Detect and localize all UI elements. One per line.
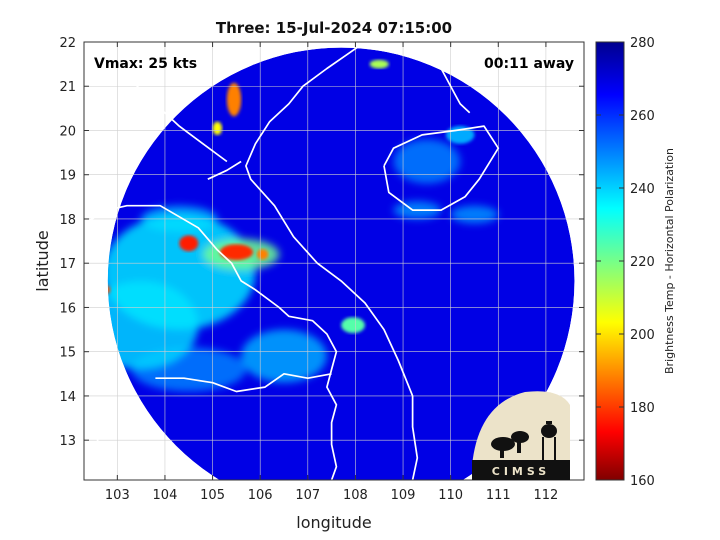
x-tick-label: 112 xyxy=(533,488,558,503)
colorbar-tick-label: 220 xyxy=(630,255,655,270)
y-tick-label: 13 xyxy=(59,434,76,449)
y-tick-label: 17 xyxy=(59,257,76,272)
colorbar-tick-label: 180 xyxy=(630,401,655,416)
x-tick-label: 105 xyxy=(200,488,225,503)
map-outline xyxy=(88,45,228,163)
convection-cell xyxy=(226,82,242,117)
convection-cell xyxy=(393,139,461,184)
y-axis-label: latitude xyxy=(33,230,52,291)
convection-cell xyxy=(212,121,223,135)
map-outline xyxy=(84,204,338,480)
x-tick-label: 106 xyxy=(248,488,273,503)
y-tick-label: 15 xyxy=(59,346,76,361)
y-tick-label: 14 xyxy=(59,390,76,405)
convection-cell xyxy=(369,59,389,69)
convection-cell xyxy=(241,329,327,383)
vmax-annotation: Vmax: 25 kts xyxy=(94,56,197,72)
chart-title: Three: 15-Jul-2024 07:15:00 xyxy=(216,19,452,37)
x-tick-label: 103 xyxy=(105,488,130,503)
convection-cell xyxy=(256,249,269,260)
grid-lines xyxy=(84,42,584,480)
cimss-logo: CIMSS xyxy=(472,391,570,480)
y-tick-label: 19 xyxy=(59,169,76,184)
map-outline xyxy=(245,42,419,480)
colorbar-label: Brightness Temp - Horizontal Polarizatio… xyxy=(663,148,676,374)
x-tick-label: 108 xyxy=(343,488,368,503)
map-outline xyxy=(207,160,242,180)
axis-ticks xyxy=(84,41,584,480)
convection-cell xyxy=(107,214,256,330)
x-tick-labels: 103 104 105 106 107 108 109 110 111 112 xyxy=(105,488,558,503)
colorbar-tick-label: 260 xyxy=(630,109,655,124)
map-outline xyxy=(383,125,500,211)
convection-cell xyxy=(341,317,365,334)
convection-cell xyxy=(179,235,199,252)
y-tick-label: 22 xyxy=(59,36,76,51)
x-axis-label: longitude xyxy=(296,513,371,532)
x-tick-label: 110 xyxy=(438,488,463,503)
coastline-borders xyxy=(84,42,500,480)
convection-cell xyxy=(219,244,254,261)
y-tick-label: 18 xyxy=(59,213,76,228)
y-tick-labels: 13 14 15 16 17 18 19 20 21 22 xyxy=(59,36,76,449)
x-tick-label: 111 xyxy=(486,488,511,503)
x-tick-label: 107 xyxy=(295,488,320,503)
y-tick-label: 20 xyxy=(59,124,76,139)
colorbar-tick-label: 280 xyxy=(630,36,655,51)
colorbar-tick-label: 240 xyxy=(630,182,655,197)
y-tick-label: 21 xyxy=(59,80,76,95)
y-tick-label: 16 xyxy=(59,301,76,316)
map-outline xyxy=(155,372,332,393)
logo-text: CIMSS xyxy=(492,465,550,478)
x-tick-label: 104 xyxy=(153,488,178,503)
map-outline xyxy=(84,412,100,480)
x-tick-label: 109 xyxy=(391,488,416,503)
map-outline xyxy=(435,59,471,114)
colorbar-tick-label: 200 xyxy=(630,328,655,343)
colorbar-tick-label: 160 xyxy=(630,474,655,489)
colorbar-ticks: 160 180 200 220 240 260 280 xyxy=(596,36,655,489)
convection-cell xyxy=(450,205,499,224)
time-away-annotation: 00:11 away xyxy=(484,56,574,72)
